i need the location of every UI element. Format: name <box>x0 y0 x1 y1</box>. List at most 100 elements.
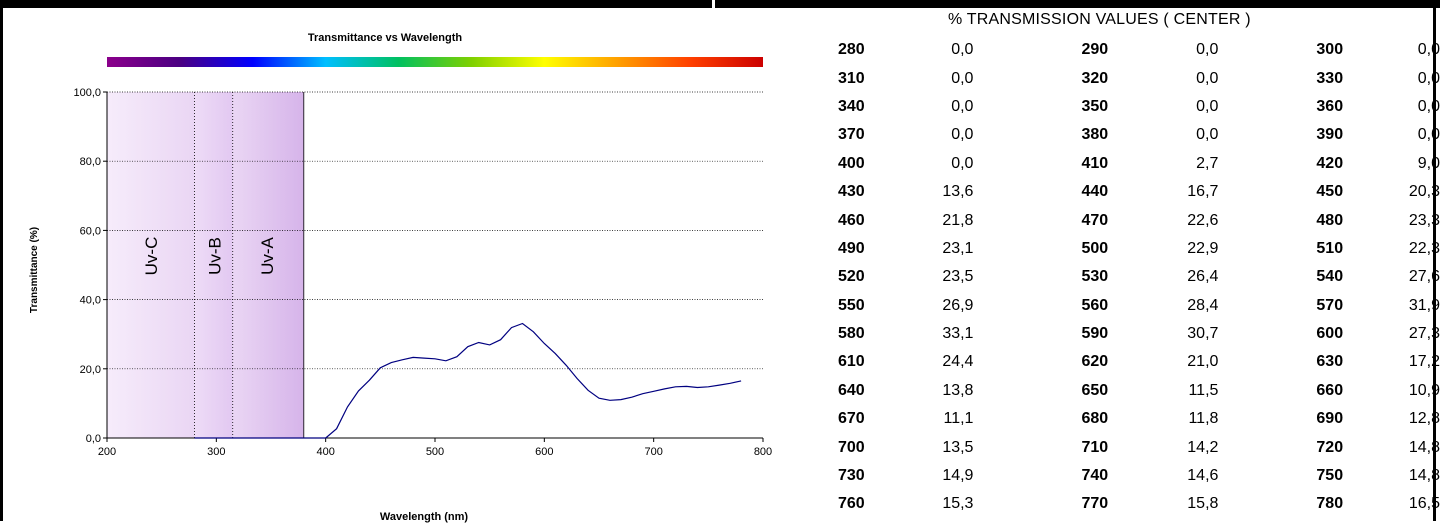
wavelength-cell: 420 <box>1316 154 1344 172</box>
transmission-value-cell: 14,8 <box>1408 438 1440 456</box>
wavelength-cell: 380 <box>1081 126 1109 144</box>
uv-band-uv-c <box>107 92 195 438</box>
transmission-value-cell: 33,1 <box>942 325 974 343</box>
wavelength-cell: 660 <box>1316 381 1344 399</box>
wavelength-cell: 480 <box>1316 211 1344 229</box>
wavelength-cell: 550 <box>838 296 865 314</box>
wavelength-cell: 640 <box>838 381 865 399</box>
transmission-value-cell: 0,0 <box>951 41 974 59</box>
wavelength-cell: 320 <box>1081 69 1109 87</box>
transmission-value-cell: 0,0 <box>951 97 974 115</box>
transmission-value-cell: 24,4 <box>942 353 974 371</box>
transmission-value-cell: 0,0 <box>1417 41 1440 59</box>
table-row: 430 13,6 440 16,7 450 20,3 <box>838 178 1440 206</box>
wavelength-cell: 280 <box>838 41 865 59</box>
table-row: 760 15,3 770 15,8 780 16,5 <box>838 490 1440 518</box>
table-row: 370 0,0 380 0,0 390 0,0 <box>838 121 1440 149</box>
transmission-value-cell: 23,5 <box>942 268 974 286</box>
wavelength-cell: 490 <box>838 239 865 257</box>
wavelength-cell: 700 <box>838 438 865 456</box>
table-row: 490 23,1 500 22,9 510 22,3 <box>838 235 1440 263</box>
wavelength-cell: 620 <box>1081 353 1109 371</box>
transmission-value-cell: 0,0 <box>1196 97 1219 115</box>
transmission-value-cell: 21,8 <box>942 211 974 229</box>
wavelength-cell: 300 <box>1316 41 1344 59</box>
table-title: % TRANSMISSION VALUES ( CENTER ) <box>948 11 1251 28</box>
transmission-value-cell: 2,7 <box>1196 154 1219 172</box>
table-row: 310 0,0 320 0,0 330 0,0 <box>838 64 1440 92</box>
wavelength-cell: 690 <box>1316 410 1344 428</box>
table-row: 730 14,9 740 14,6 750 14,8 <box>838 462 1440 490</box>
transmission-value-cell: 16,7 <box>1187 183 1219 201</box>
transmission-value-cell: 0,0 <box>1417 126 1440 144</box>
table-row: 460 21,8 470 22,6 480 23,3 <box>838 206 1440 234</box>
transmission-value-cell: 27,3 <box>1408 325 1440 343</box>
y-tick-label: 100,0 <box>73 87 101 99</box>
wavelength-cell: 460 <box>838 211 865 229</box>
wavelength-cell: 540 <box>1316 268 1344 286</box>
x-tick-label: 500 <box>426 446 444 458</box>
wavelength-cell: 360 <box>1316 97 1344 115</box>
transmission-value-cell: 31,9 <box>1408 296 1440 314</box>
transmission-value-cell: 26,9 <box>942 296 974 314</box>
wavelength-cell: 390 <box>1316 126 1344 144</box>
transmission-value-cell: 22,3 <box>1408 239 1440 257</box>
transmission-value-cell: 12,8 <box>1408 410 1440 428</box>
transmission-value-cell: 14,2 <box>1187 438 1219 456</box>
transmission-value-cell: 21,0 <box>1187 353 1219 371</box>
transmission-value-cell: 0,0 <box>951 126 974 144</box>
wavelength-cell: 330 <box>1316 69 1344 87</box>
x-tick-label: 700 <box>644 446 662 458</box>
transmission-table: 280 0,0 290 0,0 300 0,0 310 0,0 320 0,0 330 0,0 340 0… <box>838 36 1440 519</box>
y-axis-label: Transmittance (%) <box>29 227 40 313</box>
wavelength-cell: 770 <box>1081 495 1109 513</box>
wavelength-cell: 730 <box>838 467 865 485</box>
table-row: 610 24,4 620 21,0 630 17,2 <box>838 348 1440 376</box>
transmission-value-cell: 11,1 <box>943 410 974 428</box>
table-row: 520 23,5 530 26,4 540 27,6 <box>838 263 1440 291</box>
uv-band-label: Uv-C <box>142 237 161 276</box>
wavelength-cell: 530 <box>1081 268 1109 286</box>
transmission-value-cell: 10,9 <box>1408 381 1440 399</box>
transmission-value-cell: 11,5 <box>1188 381 1219 399</box>
wavelength-cell: 630 <box>1316 353 1344 371</box>
transmission-value-cell: 17,2 <box>1408 353 1440 371</box>
wavelength-cell: 670 <box>838 410 865 428</box>
wavelength-cell: 710 <box>1081 438 1109 456</box>
transmission-value-cell: 14,6 <box>1187 467 1219 485</box>
top-border <box>0 0 1440 8</box>
table-row: 580 33,1 590 30,7 600 27,3 <box>838 320 1440 348</box>
wavelength-cell: 610 <box>838 353 865 371</box>
wavelength-cell: 680 <box>1081 410 1109 428</box>
transmission-value-cell: 30,7 <box>1187 325 1219 343</box>
wavelength-cell: 290 <box>1081 41 1109 59</box>
wavelength-cell: 310 <box>838 69 865 87</box>
wavelength-cell: 570 <box>1316 296 1344 314</box>
transmission-value-cell: 13,6 <box>942 183 974 201</box>
wavelength-cell: 430 <box>838 183 865 201</box>
transmission-value-cell: 13,5 <box>942 438 974 456</box>
x-tick-label: 300 <box>207 446 225 458</box>
wavelength-cell: 760 <box>838 495 865 513</box>
x-tick-label: 800 <box>754 446 772 458</box>
table-row: 340 0,0 350 0,0 360 0,0 <box>838 93 1440 121</box>
transmission-value-cell: 0,0 <box>1417 97 1440 115</box>
y-tick-label: 60,0 <box>80 225 101 237</box>
wavelength-cell: 600 <box>1316 325 1344 343</box>
wavelength-cell: 400 <box>838 154 865 172</box>
transmittance-chart: Transmittance vs Wavelength Uv-C Uv-B Uv-A… <box>29 32 772 523</box>
transmission-value-cell: 16,5 <box>1408 495 1440 513</box>
transmission-value-cell: 15,8 <box>1187 495 1219 513</box>
transmittance-series-line <box>194 322 742 439</box>
table-row: 670 11,1 680 11,8 690 12,8 <box>838 405 1440 433</box>
transmission-value-cell: 13,8 <box>942 381 974 399</box>
transmission-value-cell: 0,0 <box>1196 69 1219 87</box>
transmission-value-cell: 15,3 <box>942 495 974 513</box>
wavelength-cell: 370 <box>838 126 865 144</box>
transmission-value-cell: 26,4 <box>1187 268 1219 286</box>
y-tick-label: 40,0 <box>80 295 101 307</box>
wavelength-cell: 440 <box>1081 183 1109 201</box>
wavelength-cell: 780 <box>1316 495 1344 513</box>
wavelength-cell: 560 <box>1081 296 1109 314</box>
